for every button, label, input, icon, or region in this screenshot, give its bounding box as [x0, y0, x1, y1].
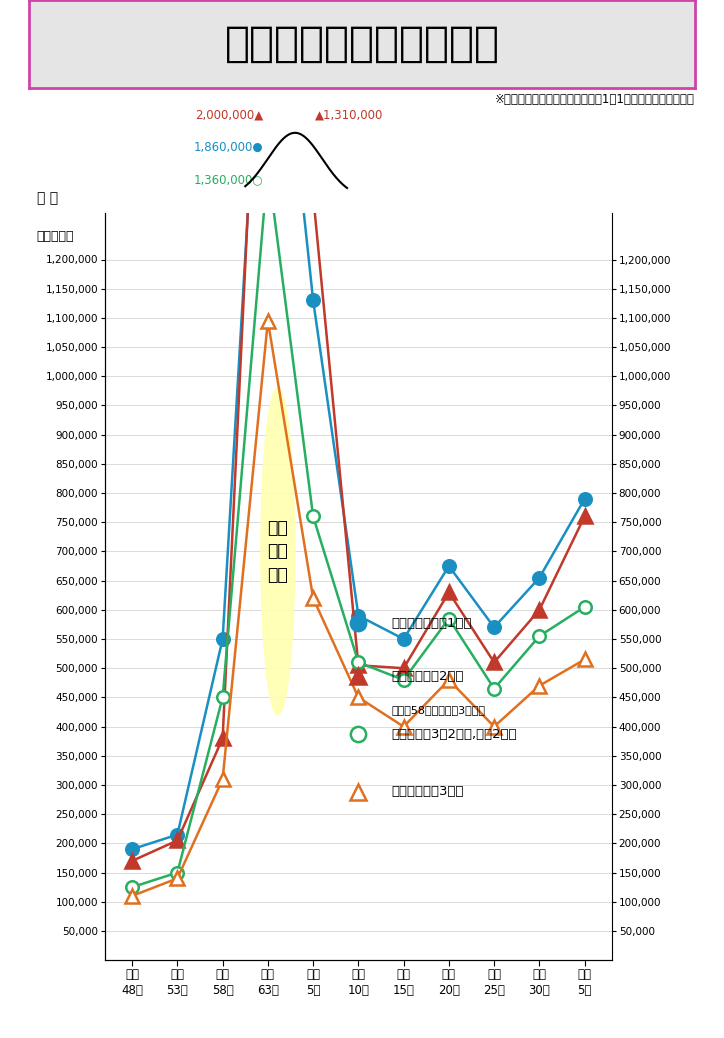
Text: 都心住宅地５０年の推移: 都心住宅地５０年の推移: [224, 23, 500, 65]
Text: 中野区中央3・2丁目,本町2丁目: 中野区中央3・2丁目,本町2丁目: [392, 728, 518, 740]
Text: 価 格: 価 格: [36, 191, 58, 206]
Text: 1,360,000○: 1,360,000○: [194, 173, 264, 186]
Text: （円／㎡）: （円／㎡）: [36, 229, 74, 243]
Text: ※毎年国土交通省から発表される1月1日時点の公示価格より: ※毎年国土交通省から発表される1月1日時点の公示価格より: [495, 93, 695, 107]
Text: ▲1,310,000: ▲1,310,000: [316, 108, 384, 121]
Text: 不動
産バ
ブル: 不動 産バ ブル: [267, 519, 288, 584]
Text: 新宿区高田馬場1丁目: 新宿区高田馬場1丁目: [392, 617, 472, 630]
Text: 豊島区東池袋2丁目: 豊島区東池袋2丁目: [392, 670, 464, 683]
Text: 2,000,000▲: 2,000,000▲: [195, 108, 264, 121]
Text: （昭和58年＝北大塚3丁目）: （昭和58年＝北大塚3丁目）: [392, 705, 486, 715]
Text: 杉並区松ノ木3丁目: 杉並区松ノ木3丁目: [392, 786, 464, 798]
Ellipse shape: [261, 388, 295, 715]
Text: 1,860,000●: 1,860,000●: [194, 140, 264, 154]
